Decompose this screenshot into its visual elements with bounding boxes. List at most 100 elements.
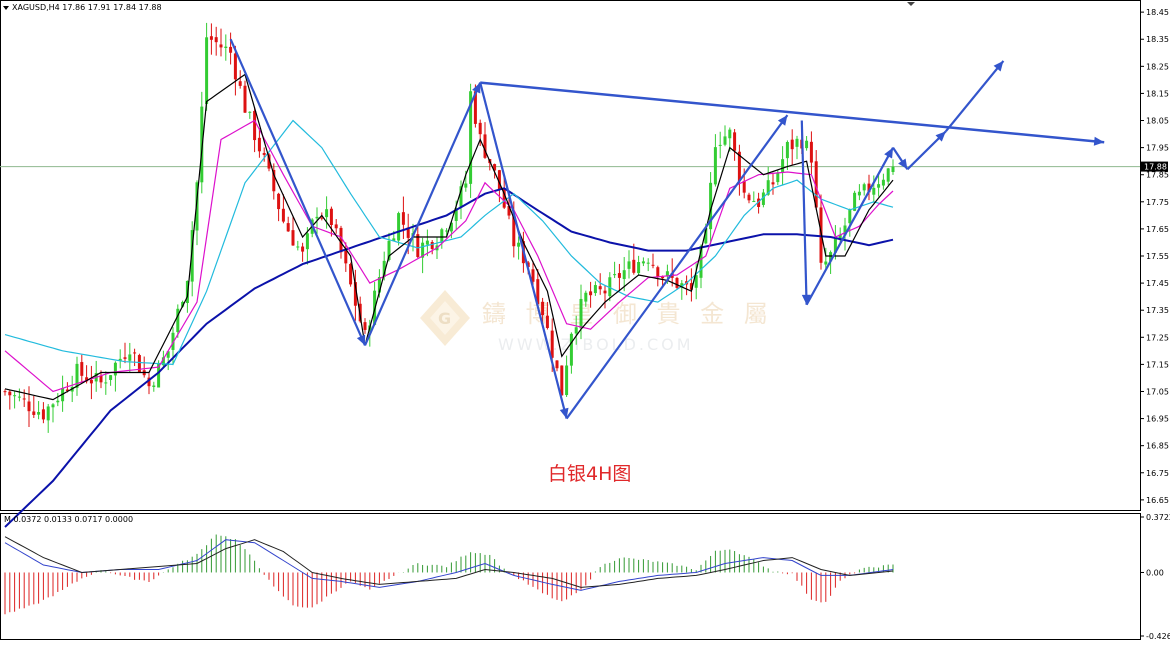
candle-body <box>545 315 549 328</box>
candle-body <box>742 180 746 193</box>
candle-body <box>733 132 737 151</box>
watermark: G 鑄 博 皇 御 貴 金 屬 WWW.ZIBOLD.COM <box>420 290 774 354</box>
candle-body <box>641 261 645 264</box>
pattern-line <box>480 81 1105 144</box>
ma-fast-line <box>4 73 894 401</box>
candle-body <box>536 279 540 305</box>
candle-body <box>113 362 117 376</box>
candle-body <box>574 327 578 334</box>
candle-body <box>22 398 26 400</box>
candle-body <box>32 411 36 415</box>
candle-body <box>891 166 895 172</box>
candle-body <box>128 354 132 361</box>
watermark-logo-icon: G <box>420 290 470 346</box>
candle-body <box>272 169 276 192</box>
candle-body <box>248 111 252 113</box>
candle-body <box>517 242 521 247</box>
candle-body <box>569 333 573 366</box>
price-tick-label: 16.95 <box>1146 415 1169 424</box>
candle-body <box>579 298 583 329</box>
candle-body <box>13 395 17 397</box>
price-tick-label: 17.15 <box>1146 360 1169 369</box>
price-tick-label: 17.45 <box>1146 279 1169 288</box>
candle-body <box>689 283 693 290</box>
candle-body <box>603 290 607 294</box>
candle-body <box>694 275 698 288</box>
candle-body <box>253 110 257 141</box>
candle-body <box>632 259 636 273</box>
arrowhead-icon <box>993 60 1004 72</box>
candle-body <box>661 276 665 279</box>
dropdown-arrow-icon[interactable] <box>3 6 9 10</box>
candle-body <box>353 282 357 306</box>
candle-body <box>238 81 242 86</box>
candle-body <box>723 136 727 145</box>
candle-body <box>17 396 21 398</box>
candle-body <box>665 271 669 276</box>
candle-body <box>598 286 602 290</box>
candle-body <box>833 238 837 253</box>
candle-body <box>862 184 866 191</box>
candle-body <box>80 362 84 376</box>
candle-body <box>483 134 487 158</box>
candle-body <box>881 179 885 186</box>
candle-body <box>181 301 185 307</box>
price-tick-label: 16.75 <box>1146 469 1169 478</box>
candle-body <box>757 198 761 207</box>
candle-body <box>382 260 386 277</box>
candle-body <box>473 91 477 124</box>
candle-body <box>291 230 295 246</box>
price-tick-label: 17.25 <box>1146 333 1169 342</box>
candle-body <box>286 223 290 232</box>
price-tick-label: 17.75 <box>1146 198 1169 207</box>
candle-body <box>315 216 319 219</box>
scroll-marker-icon[interactable] <box>907 2 915 6</box>
osc-signal-line <box>4 539 894 591</box>
candle-body <box>493 164 497 171</box>
candle-body <box>565 365 569 396</box>
candle-body <box>617 273 621 278</box>
price-tick-label: 18.45 <box>1146 8 1169 17</box>
price-tick-label: 17.85 <box>1146 171 1169 180</box>
candle-body <box>814 161 818 208</box>
price-tick-label: 16.85 <box>1146 442 1169 451</box>
price-tick-label: 17.55 <box>1146 252 1169 261</box>
candle-body <box>401 212 405 225</box>
arrowhead-icon <box>801 294 811 305</box>
candle-body <box>65 389 69 392</box>
candle-body <box>104 382 108 384</box>
candle-body <box>805 140 809 149</box>
candle-body <box>123 357 127 359</box>
watermark-en: WWW.ZIBOLD.COM <box>498 335 694 354</box>
candle-body <box>550 330 554 358</box>
candle-body <box>877 184 881 188</box>
candle-body <box>387 240 391 261</box>
ma-long-line <box>4 187 894 528</box>
candle-body <box>392 238 396 241</box>
candle-body <box>704 227 708 244</box>
candle-body <box>421 242 425 258</box>
candle-body <box>109 375 113 380</box>
candle-body <box>747 194 751 201</box>
candle-body <box>161 357 165 366</box>
candle-body <box>349 263 353 285</box>
candle-body <box>56 400 60 403</box>
candle-body <box>497 170 501 190</box>
candle-body <box>541 301 545 316</box>
candle-body <box>344 250 348 264</box>
pattern-line <box>479 82 568 419</box>
candle-body <box>469 91 473 184</box>
candle-body <box>219 44 223 48</box>
candle-body <box>325 209 329 218</box>
candle-body <box>214 37 218 43</box>
candle-body <box>459 186 463 208</box>
ma-slow-line <box>4 119 894 366</box>
arrowhead-icon <box>356 334 366 346</box>
candle-body <box>176 308 180 333</box>
candle-body <box>622 270 626 280</box>
price-axis: 18.45 18.35 18.25 18.15 18.05 17.95 17.85 17.75… <box>1140 8 1169 505</box>
pattern-lines <box>229 38 1105 420</box>
candle-body <box>133 352 137 354</box>
watermark-cn: 鑄 博 皇 御 貴 金 屬 <box>482 300 774 328</box>
pattern-line <box>229 38 367 346</box>
